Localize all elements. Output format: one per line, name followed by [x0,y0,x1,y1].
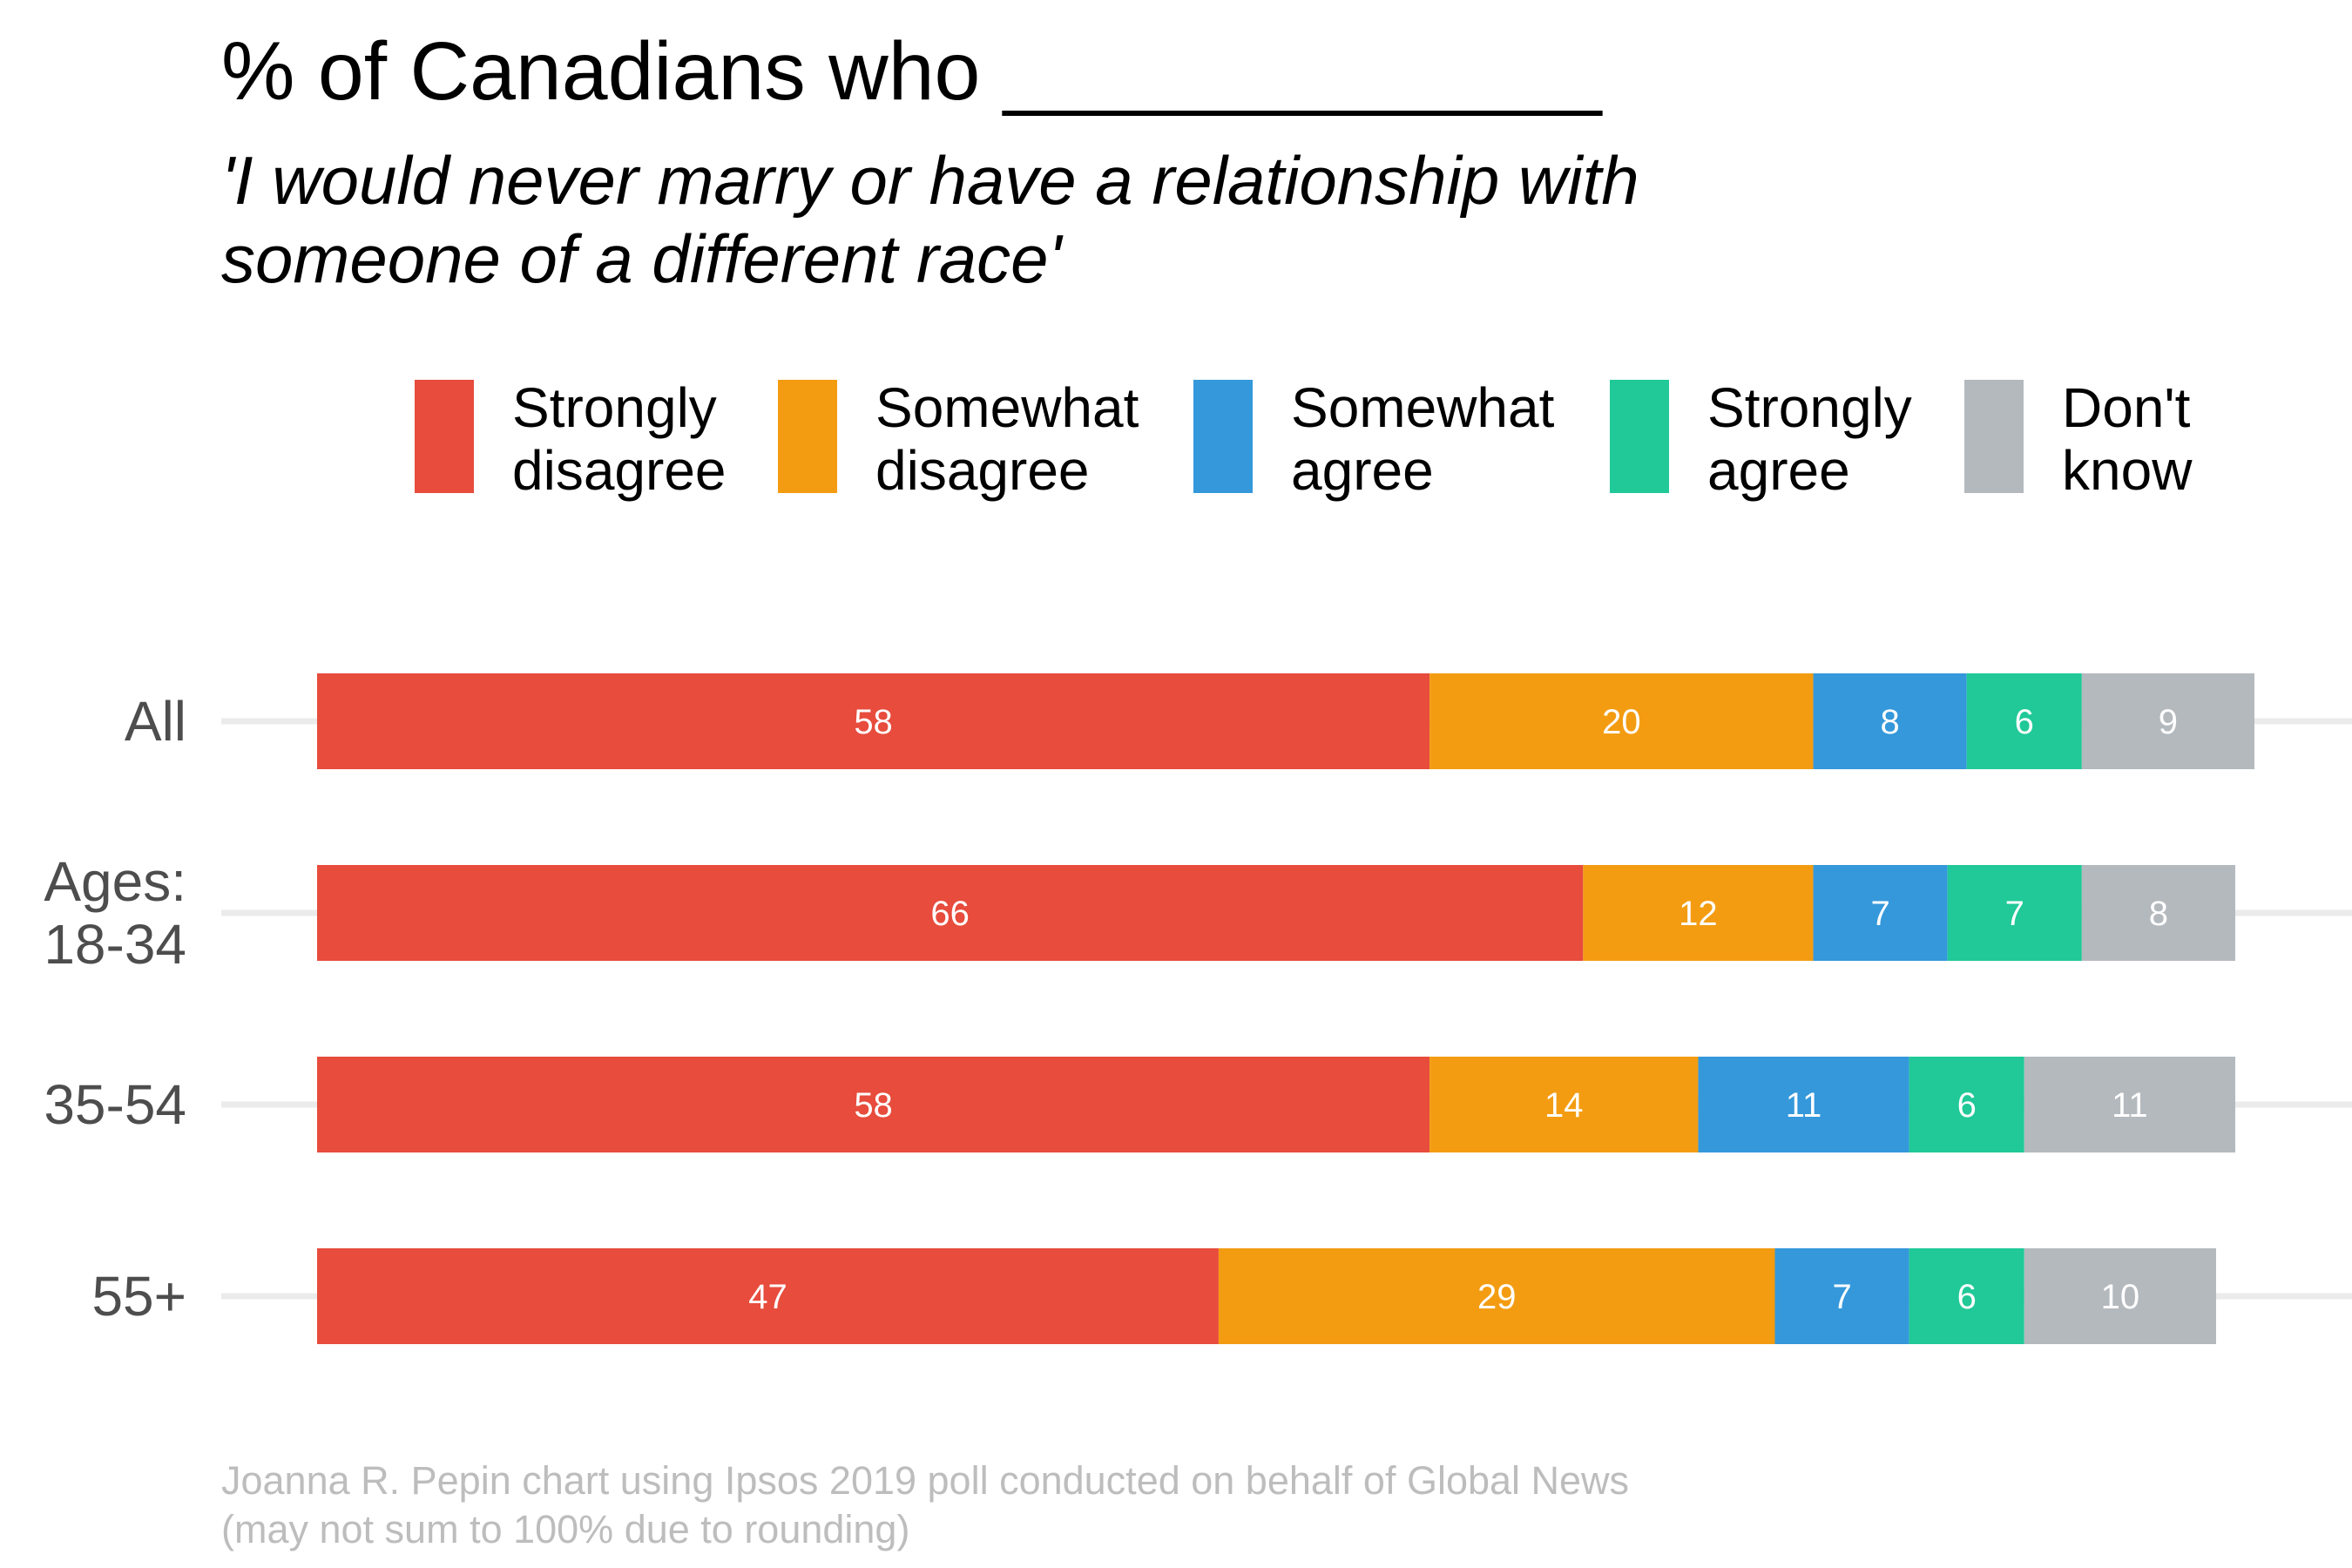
legend-label: Somewhat agree [1291,376,1555,502]
bar-segment [317,1248,1219,1344]
bar-segment [1698,1057,1909,1152]
bar-value-label: 8 [1880,703,1899,741]
bar-segment [1813,673,1967,769]
y-axis-label: All [125,690,186,753]
legend-label: Strongly agree [1707,376,1912,502]
bar-value-label: 29 [1477,1278,1517,1316]
caption-line-1: Joanna R. Pepin chart using Ipsos 2019 p… [221,1458,1630,1503]
bar-value-label: 11 [2112,1086,2148,1125]
bar-segment [1774,1248,1909,1344]
bar-value-label: 6 [2015,703,2034,741]
bar-segment [1947,865,2082,961]
bar-segment [1583,865,1814,961]
legend-label: Strongly disagree [512,376,727,502]
bar-value-label: 11 [1786,1086,1822,1125]
bar-segment [1218,1248,1775,1344]
chart-subtitle: 'I would never marry or have a relations… [221,141,1963,298]
bar-value-label: 9 [2159,703,2178,741]
bar-value-label: 8 [2149,895,2168,933]
bar-value-label: 58 [854,703,893,741]
chart-legend: Strongly disagree Somewhat disagree Some… [0,376,2352,516]
y-axis-label: Ages: 18-34 [44,850,186,976]
bar-value-label: 58 [854,1086,893,1125]
caption-line-2: (may not sum to 100% due to rounding) [221,1507,910,1551]
bar-value-label: 66 [930,895,970,933]
bar-segment [1429,1057,1699,1152]
subtitle-line-2: someone of a different race' [221,220,1062,297]
bar-value-label: 7 [1870,895,1889,933]
subtitle-line-1: 'I would never marry or have a relations… [221,142,1639,219]
bar-value-label: 47 [748,1278,787,1316]
bar-segment [317,1057,1430,1152]
chart-title: % of Canadians who _____________ [221,25,1602,118]
legend-swatch [1193,380,1253,493]
y-axis-label: 35-54 [44,1073,186,1136]
bar-value-label: 6 [1957,1278,1977,1316]
legend-swatch [415,380,474,493]
legend-swatch [1610,380,1669,493]
legend-swatch [1964,380,2024,493]
bar-value-label: 10 [2101,1278,2140,1316]
bar-value-label: 12 [1679,895,1718,933]
bar-segment [317,865,1584,961]
bar-segment [2024,1057,2235,1152]
bar-segment [1909,1057,2024,1152]
bar-segment [1813,865,1948,961]
bar-segment [2081,865,2235,961]
chart-caption: Joanna R. Pepin chart using Ipsos 2019 p… [221,1456,2138,1554]
legend-label: Don't know [2062,376,2193,502]
legend-swatch [778,380,837,493]
y-axis-label: 55+ [91,1265,186,1328]
bar-segment [1429,673,1814,769]
bar-value-label: 14 [1544,1086,1584,1125]
bar-segment [1909,1248,2024,1344]
bar-value-label: 7 [1832,1278,1851,1316]
bar-segments [317,673,2254,1344]
legend-label: Somewhat disagree [875,376,1139,502]
y-axis-labels: All Ages: 18-34 35-54 55+ [44,690,186,1328]
bar-segment [317,673,1430,769]
gridlines [221,718,2352,1300]
bar-value-label: 20 [1602,703,1641,741]
bar-segment [2024,1248,2216,1344]
bar-value-labels: 58 20 8 6 9 66 12 7 7 8 58 14 11 6 11 47 29 7 6 10 [748,703,2178,1316]
bar-segment [2081,673,2254,769]
bar-value-label: 6 [1957,1086,1977,1125]
bar-value-label: 7 [2005,895,2024,933]
bar-segment [1966,673,2082,769]
